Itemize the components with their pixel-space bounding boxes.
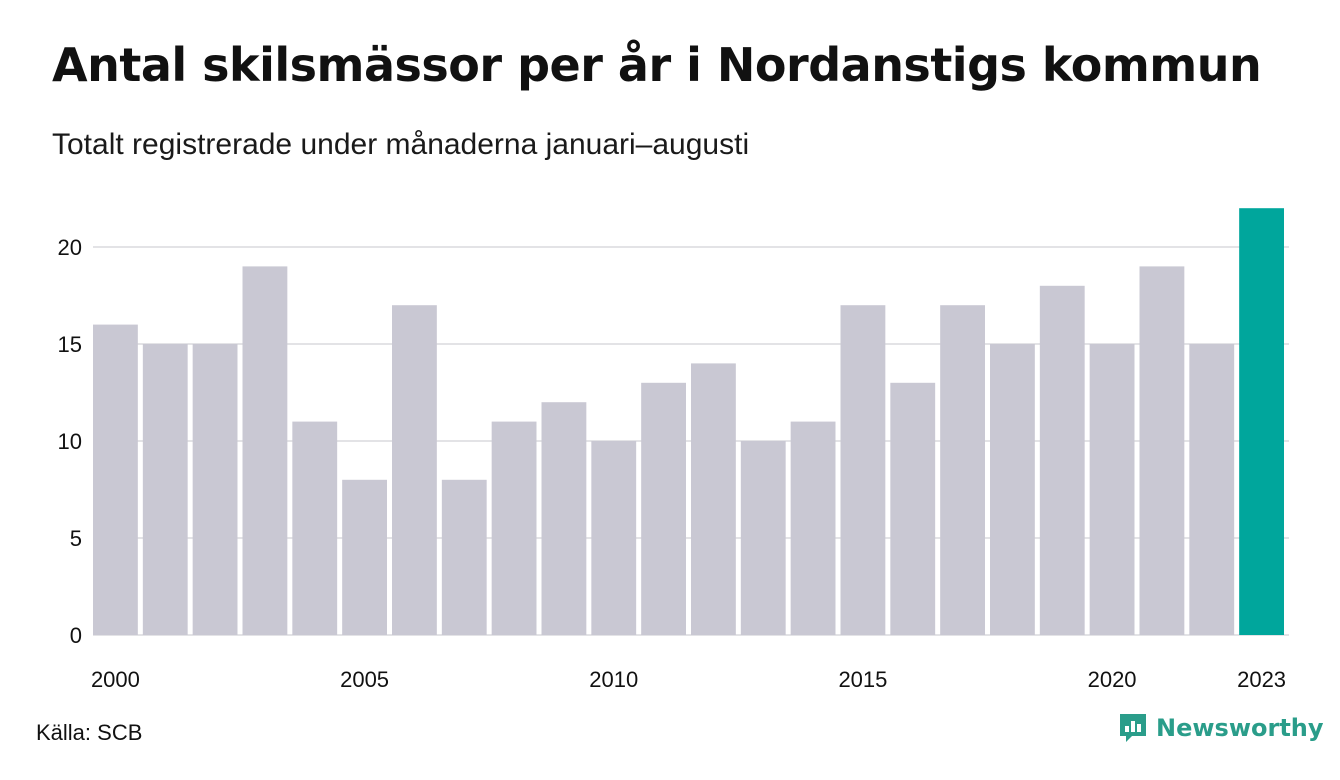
bar-2020 — [1089, 344, 1135, 635]
bar-2010 — [591, 441, 637, 635]
bar-2012 — [691, 363, 736, 635]
brand-name: Newsworthy — [1156, 714, 1324, 742]
bar-2008 — [491, 421, 537, 635]
x-tick-label: 2023 — [1237, 667, 1286, 692]
bar-2011 — [641, 382, 686, 635]
bar-2023 — [1239, 208, 1284, 635]
y-tick-label: 5 — [70, 526, 82, 551]
x-tick-label: 2020 — [1088, 667, 1137, 692]
x-tick-label: 2000 — [91, 667, 140, 692]
x-tick-label: 2010 — [589, 667, 638, 692]
x-axis-ticks: 2000 2005 2010 2015 2020 2023 — [91, 667, 1286, 692]
bar-2022 — [1189, 344, 1235, 635]
bars — [93, 208, 1284, 635]
newsworthy-logo-icon — [1120, 714, 1146, 742]
bar-2013 — [740, 441, 786, 635]
y-axis-ticks: 0 5 10 15 20 — [58, 235, 82, 648]
bar-2003 — [242, 266, 288, 635]
bar-2000 — [93, 324, 138, 635]
bar-2015 — [840, 305, 886, 635]
bar-2001 — [142, 344, 188, 635]
y-tick-label: 15 — [58, 332, 82, 357]
source-note: Källa: SCB — [36, 720, 143, 745]
bar-2006 — [392, 305, 437, 635]
y-tick-label: 10 — [58, 429, 82, 454]
bar-2021 — [1139, 266, 1185, 635]
brand-logo: Newsworthy — [1118, 712, 1324, 744]
bar-2017 — [940, 305, 985, 635]
chart-title: Antal skilsmässor per år i Nordanstigs k… — [52, 38, 1262, 92]
bar-2019 — [1039, 285, 1085, 635]
bar-2005 — [342, 479, 387, 635]
y-tick-label: 0 — [70, 623, 82, 648]
chart-subtitle: Totalt registrerade under månaderna janu… — [52, 128, 750, 161]
bar-2007 — [441, 479, 487, 635]
x-tick-label: 2015 — [838, 667, 887, 692]
bar-2016 — [890, 382, 936, 635]
y-tick-label: 20 — [58, 235, 82, 260]
bar-2018 — [990, 344, 1035, 635]
bar-chart: 0 5 10 15 20 2000 2005 2010 2015 2020 2023 — [58, 208, 1289, 692]
bar-2014 — [790, 421, 836, 635]
bar-2009 — [541, 402, 587, 635]
bar-2004 — [292, 421, 338, 635]
bar-2002 — [192, 344, 238, 635]
x-tick-label: 2005 — [340, 667, 389, 692]
